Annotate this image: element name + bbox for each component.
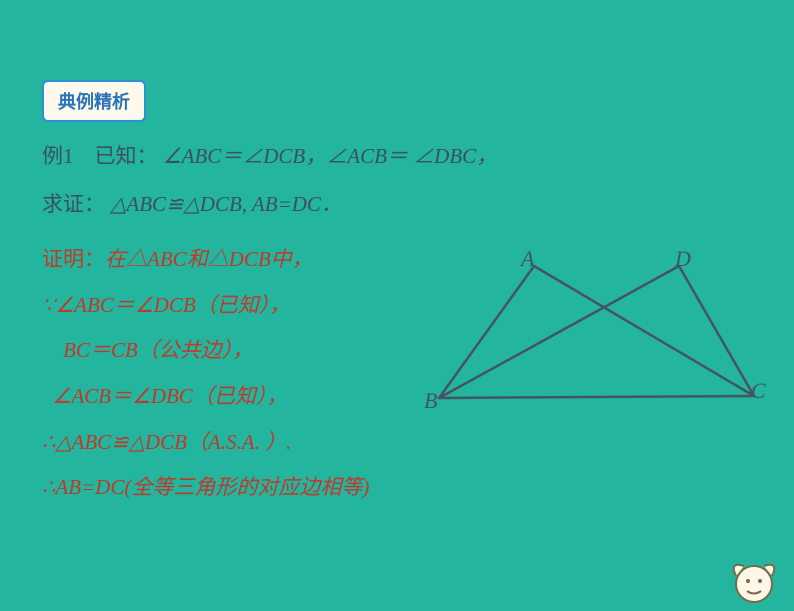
problem-prefix-2: 求证： [42, 192, 105, 216]
section-badge: 典例精析 [42, 80, 146, 122]
vertex-label-B: B [424, 388, 437, 414]
badge-label: 典例精析 [58, 92, 130, 112]
problem-expr-1: ∠ABC＝∠DCB，∠ACB＝ ∠DBC， [163, 144, 497, 168]
problem-prefix-1: 例1 已知： [42, 144, 158, 168]
proof-line-6: ∴AB=DC(全等三角形的对应边相等) [42, 471, 762, 505]
vertex-label-D: D [675, 246, 691, 272]
triangle-diagram: A D B C [429, 248, 764, 418]
vertex-label-A: A [521, 246, 534, 272]
proof-line-5: ∴△ABC≌△DCB（A.S.A. ）. [42, 426, 762, 460]
vertex-label-C: C [751, 378, 766, 404]
problem-expr-2: △ABC≌△DCB, AB=DC． [110, 192, 342, 216]
proof-l1b: 在△ABC和△DCB中， [105, 247, 313, 271]
proof-l1a: 证明： [42, 247, 105, 271]
diagram-svg [429, 248, 764, 418]
problem-line-1: 例1 已知： ∠ABC＝∠DCB，∠ACB＝ ∠DBC， [42, 140, 762, 174]
problem-line-2: 求证： △ABC≌△DCB, AB=DC． [42, 188, 762, 222]
